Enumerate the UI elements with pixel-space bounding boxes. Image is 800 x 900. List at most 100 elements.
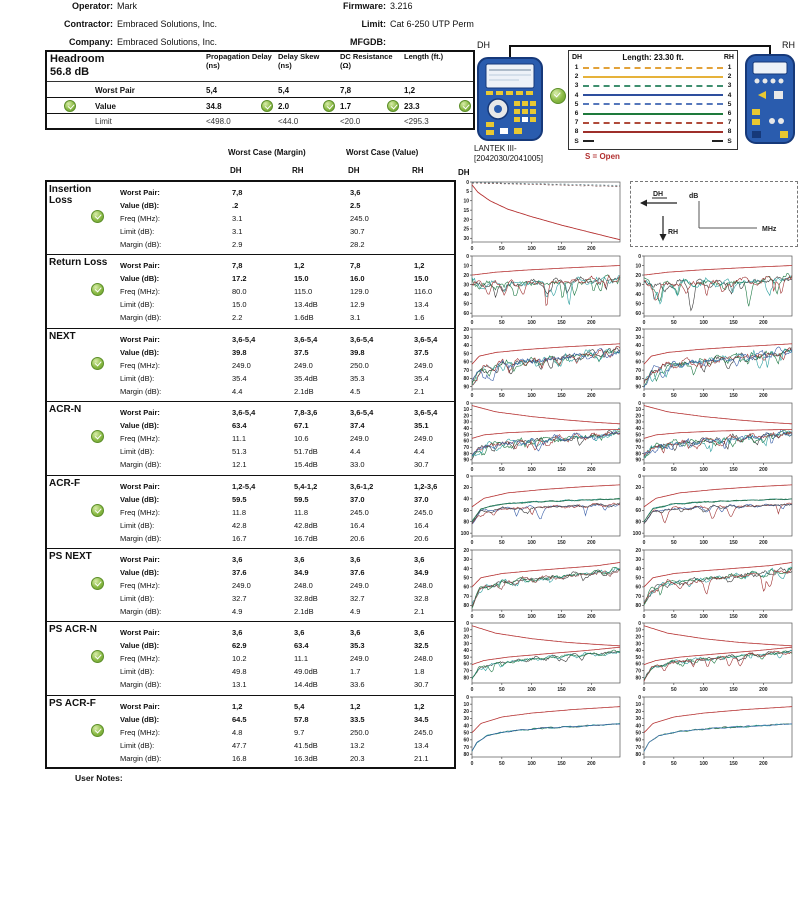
svg-text:80: 80 [635, 751, 641, 757]
device-link-line [509, 45, 771, 60]
limit-cell: <44.0 [278, 117, 299, 126]
svg-text:60: 60 [463, 737, 469, 743]
value-cell: 7,8 [232, 188, 243, 197]
value-cell: .2 [232, 201, 239, 210]
results-table: Insertion Loss Worst Pair: 7,8 3,6 Value (d… [45, 180, 456, 769]
svg-text:30: 30 [463, 335, 469, 341]
value-cell: 4.8 [232, 727, 243, 737]
svg-text:150: 150 [729, 614, 738, 619]
svg-text:20: 20 [463, 485, 469, 491]
row-label: Value (dB): [120, 274, 160, 284]
value-cell: 32.8dB [294, 593, 318, 603]
svg-text:200: 200 [587, 614, 596, 619]
value-cell: 3,6-5,4 [414, 408, 438, 418]
svg-text:0: 0 [471, 687, 474, 692]
value-cell [291, 199, 347, 212]
operator-label: Operator: [71, 1, 113, 11]
svg-text:60: 60 [635, 508, 641, 514]
legend-db-label: dB [689, 193, 698, 200]
row-label: Worst Pair: [120, 334, 160, 344]
svg-text:40: 40 [635, 343, 641, 349]
value-cell: 249.0 [294, 360, 313, 370]
svg-text:100: 100 [528, 614, 537, 619]
svg-text:200: 200 [759, 687, 768, 692]
svg-text:40: 40 [635, 426, 641, 432]
value-cell: 13.4 [414, 300, 429, 310]
value-cell: 3,6-5,4 [350, 334, 374, 344]
svg-text:80: 80 [635, 675, 641, 681]
svg-text:80: 80 [463, 675, 469, 681]
svg-text:150: 150 [557, 614, 566, 619]
svg-text:70: 70 [463, 744, 469, 750]
value-cell: 4.4 [414, 447, 425, 457]
svg-text:150: 150 [729, 540, 738, 545]
value-cell: 245.0 [350, 214, 369, 223]
value-cell: 1,2-5,4 [232, 481, 256, 491]
row-label: Freq (MHz): [120, 654, 160, 664]
dh-device-label: DH [477, 40, 490, 50]
svg-text:30: 30 [635, 419, 641, 425]
svg-text:0: 0 [643, 761, 646, 766]
svg-text:30: 30 [635, 335, 641, 341]
value-cell: 249.0 [232, 580, 251, 590]
value-cell: 3,6 [414, 628, 425, 638]
svg-text:40: 40 [463, 291, 469, 297]
svg-text:150: 150 [557, 687, 566, 692]
svg-text:30: 30 [463, 716, 469, 722]
value-cell: 62.9 [232, 641, 247, 651]
value-cell: 3,6 [232, 554, 243, 564]
worst-pair-cell: 1,2 [404, 85, 416, 95]
svg-text:50: 50 [671, 320, 677, 325]
row-label: Value (dB): [120, 641, 160, 651]
value-cell: 3,6-5,4 [350, 408, 374, 418]
svg-text:0: 0 [466, 621, 469, 627]
value-cell: 1,2 [232, 701, 243, 711]
value-cell: 3,6 [294, 628, 305, 638]
svg-text:80: 80 [463, 376, 469, 382]
value-cell: 12.9 [350, 300, 365, 310]
svg-text:0: 0 [471, 320, 474, 325]
value-cell: 14.4dB [294, 680, 318, 690]
row-label: Limit (dB): [120, 740, 155, 750]
svg-text:10: 10 [463, 407, 469, 413]
svg-text:150: 150 [557, 540, 566, 545]
value-cell: 1,2-3,6 [414, 481, 438, 491]
result-section: Return Loss Worst Pair: 7,8 1,2 7,8 1,2 Value… [47, 255, 454, 329]
value-cell: 32.8 [414, 593, 429, 603]
row-label: Limit (dB): [120, 667, 155, 677]
row-label: Freq (MHz): [120, 287, 160, 297]
col-rh-value: RH [412, 166, 424, 175]
company-label: Company: [68, 37, 113, 47]
row-label: Freq (MHz): [120, 727, 160, 737]
value-cell: 20.6 [350, 533, 365, 543]
svg-text:0: 0 [643, 614, 646, 619]
svg-text:60: 60 [635, 438, 641, 444]
value-cell: 32.5 [414, 641, 429, 651]
value-cell: 57.8 [294, 714, 309, 724]
row-label: Limit (dB): [120, 447, 155, 457]
svg-text:20: 20 [463, 217, 469, 223]
value-cell: 249.0 [232, 360, 251, 370]
value-cell [411, 225, 454, 238]
svg-text:0: 0 [643, 393, 646, 398]
svg-text:80: 80 [463, 520, 469, 526]
value-cell: 3,6 [294, 554, 305, 564]
row-label: Margin (dB): [120, 680, 162, 690]
svg-text:0: 0 [471, 467, 474, 472]
svg-text:150: 150 [557, 320, 566, 325]
value-cell: 250.0 [350, 360, 369, 370]
svg-text:50: 50 [499, 467, 505, 472]
svg-text:70: 70 [635, 368, 641, 374]
wire-pin-rh: 3 [727, 82, 732, 90]
svg-text:10: 10 [463, 263, 469, 269]
pass-check-icon [91, 283, 104, 297]
svg-text:50: 50 [499, 540, 505, 545]
svg-text:70: 70 [635, 445, 641, 451]
value-cell: 49.0dB [294, 667, 318, 677]
firmware-label: Firmware: [342, 1, 386, 11]
value-cell: 3.1 [232, 227, 243, 236]
